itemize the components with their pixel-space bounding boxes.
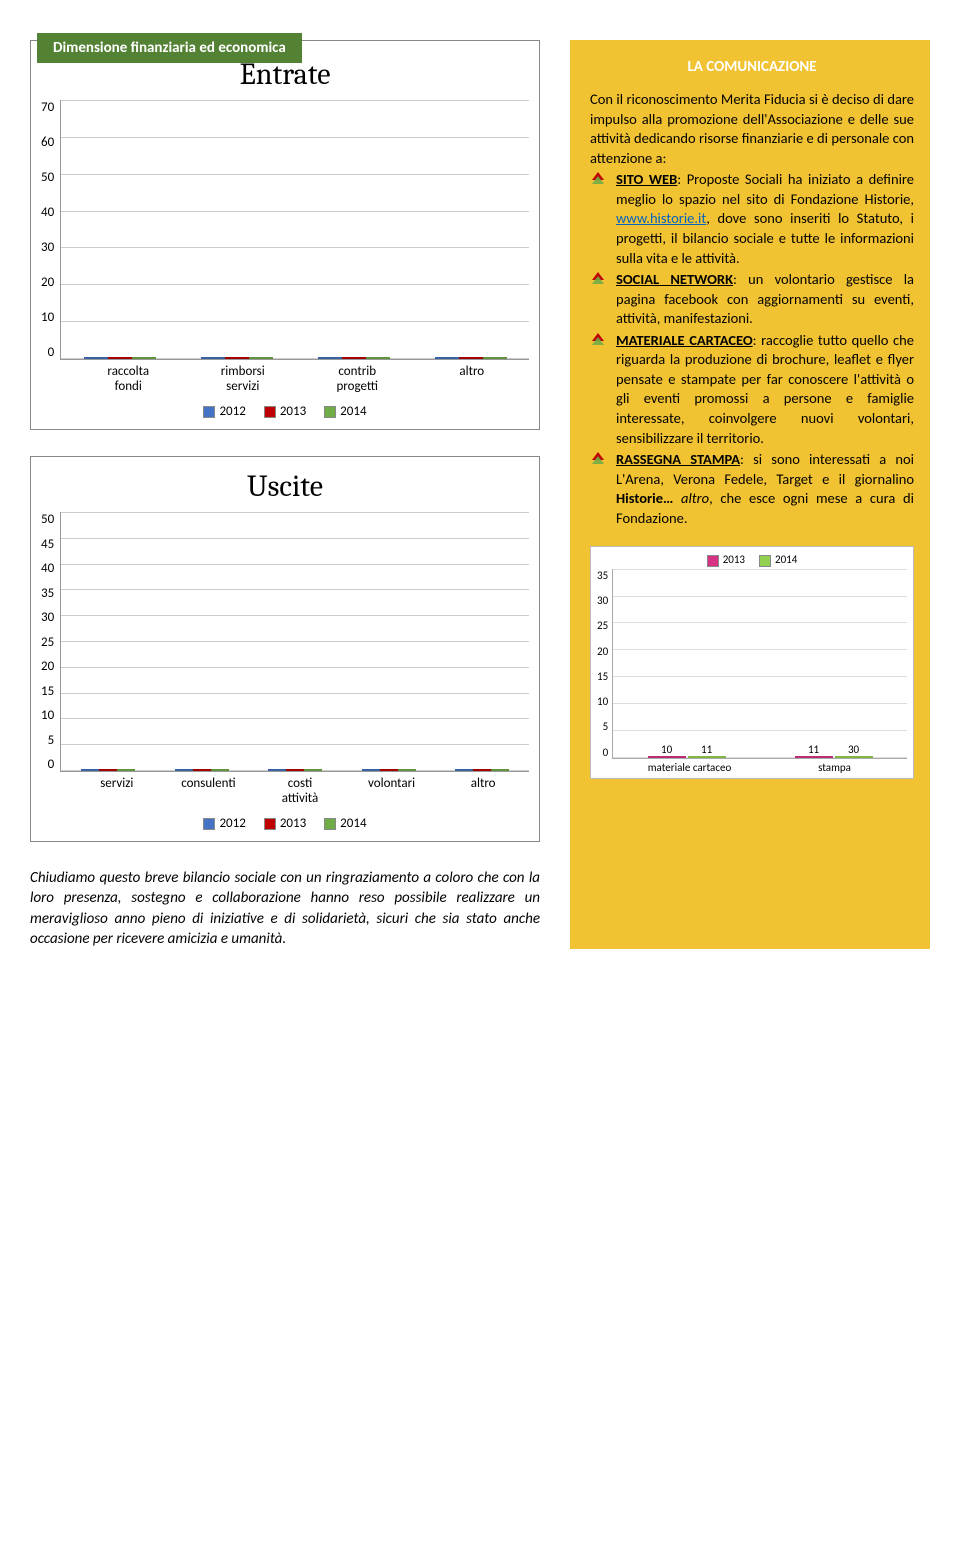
- left-column: Dimensione finanziaria ed economica Entr…: [30, 40, 540, 949]
- bar: [455, 769, 473, 771]
- side-bar: 10: [648, 756, 686, 758]
- right-body: Con il riconoscimento Merita Fiducia si …: [590, 90, 914, 528]
- bullet-arrow-icon: [590, 331, 610, 448]
- entrate-chart: Dimensione finanziaria ed economica Entr…: [30, 40, 540, 430]
- bar: [249, 357, 273, 359]
- chart1-yaxis: 706050403020100: [41, 100, 60, 360]
- bar: [201, 357, 225, 359]
- bar: [84, 357, 108, 359]
- side-bar: 11: [795, 756, 833, 758]
- side-chart-legend: 20132014: [597, 553, 907, 566]
- bullet-text: MATERIALE CARTACEO: raccoglie tutto quel…: [616, 331, 914, 448]
- bullet-text: SITO WEB: Proposte Sociali ha iniziato a…: [616, 170, 914, 268]
- closing-paragraph: Chiudiamo questo breve bilancio sociale …: [30, 868, 540, 949]
- bar: [483, 357, 507, 359]
- bar: [99, 769, 117, 771]
- bar: [473, 769, 491, 771]
- bullet-list: SITO WEB: Proposte Sociali ha iniziato a…: [590, 170, 914, 528]
- uscite-chart: Uscite 50454035302520151050 serviziconsu…: [30, 456, 540, 842]
- chart2-bars: [61, 512, 529, 771]
- bar: [108, 357, 132, 359]
- chart1-bars: [61, 100, 529, 359]
- bar: [491, 769, 509, 771]
- right-intro: Con il riconoscimento Merita Fiducia si …: [590, 90, 914, 167]
- chart2-legend: 201220132014: [41, 816, 529, 831]
- bar: [380, 769, 398, 771]
- bullet-arrow-icon: [590, 450, 610, 528]
- bullet-text: RASSEGNA STAMPA: si sono interessati a n…: [616, 450, 914, 528]
- chart2-xlabels: serviziconsulenticostiattivitàvolontaria…: [71, 776, 529, 806]
- bar: [117, 769, 135, 771]
- right-title: LA COMUNICAZIONE: [590, 58, 914, 76]
- chart1-legend: 201220132014: [41, 404, 529, 419]
- bar: [342, 357, 366, 359]
- panel-title-tab: Dimensione finanziaria ed economica: [37, 33, 302, 63]
- bar: [366, 357, 390, 359]
- bullet-arrow-icon: [590, 170, 610, 268]
- bar: [304, 769, 322, 771]
- bullet-arrow-icon: [590, 270, 610, 329]
- bar: [318, 357, 342, 359]
- bar: [225, 357, 249, 359]
- bullet-text: SOCIAL NETWORK: un volontario gestisce l…: [616, 270, 914, 329]
- bar: [362, 769, 380, 771]
- chart2-title: Uscite: [41, 469, 529, 504]
- bar: [398, 769, 416, 771]
- side-bar: 11: [688, 756, 726, 758]
- right-sidebar: LA COMUNICAZIONE Con il riconoscimento M…: [570, 40, 930, 949]
- bar: [211, 769, 229, 771]
- bar: [81, 769, 99, 771]
- bar: [268, 769, 286, 771]
- bar: [132, 357, 156, 359]
- side-chart-xlabels: materiale cartaceostampa: [617, 761, 907, 774]
- bar: [435, 357, 459, 359]
- chart2-yaxis: 50454035302520151050: [41, 512, 60, 772]
- bar: [459, 357, 483, 359]
- chart1-xlabels: raccoltafondirimborsiservizicontribproge…: [71, 364, 529, 394]
- side-chart: 20132014 35302520151050 10111130 materia…: [590, 546, 914, 778]
- side-chart-bars: 10111130: [613, 569, 907, 758]
- side-bar: 30: [835, 756, 873, 758]
- page-container: Dimensione finanziaria ed economica Entr…: [0, 0, 960, 989]
- bar: [193, 769, 211, 771]
- bar: [286, 769, 304, 771]
- side-chart-yaxis: 35302520151050: [597, 569, 612, 759]
- bar: [175, 769, 193, 771]
